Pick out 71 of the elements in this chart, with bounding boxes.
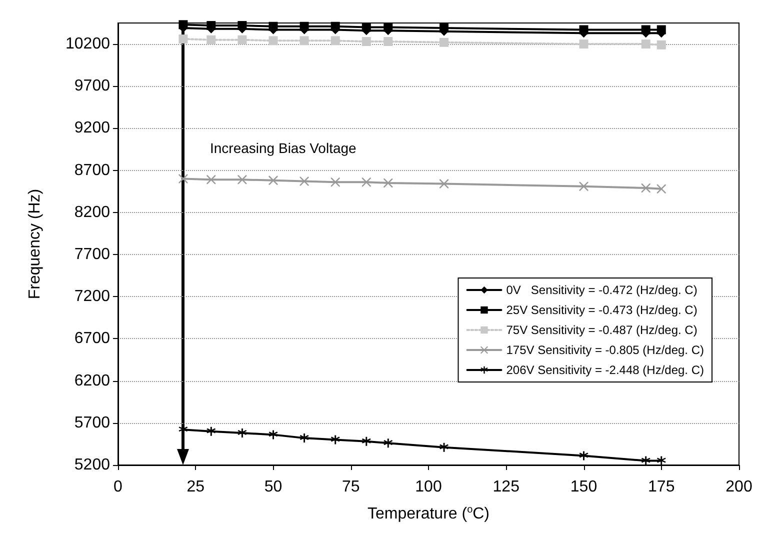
point — [238, 175, 247, 184]
x-tick-label: 25 — [186, 478, 205, 496]
point — [440, 442, 449, 452]
x-tick-label: 50 — [264, 478, 282, 496]
point — [330, 435, 340, 444]
point — [384, 37, 393, 46]
point — [579, 451, 588, 460]
x-tick-label: 75 — [342, 478, 360, 496]
point — [330, 178, 340, 187]
point — [238, 428, 247, 438]
point — [300, 36, 309, 46]
point — [362, 37, 371, 46]
legend-label: 0V Sensitivity = -0.472 (Hz/deg. C) — [506, 283, 698, 297]
x-tick-label: 125 — [492, 478, 520, 496]
point — [579, 25, 588, 34]
point — [440, 179, 449, 188]
point — [656, 40, 666, 50]
y-tick-label: 6200 — [74, 372, 110, 390]
point — [656, 456, 666, 466]
point — [656, 25, 666, 34]
point — [440, 38, 449, 47]
point — [268, 430, 278, 440]
x-tick-label: 200 — [726, 478, 752, 496]
point — [641, 184, 650, 193]
y-tick-label: 5700 — [74, 414, 110, 432]
point — [238, 21, 247, 30]
y-tick-label: 8200 — [74, 204, 110, 221]
x-tick-label: 0 — [114, 478, 123, 496]
legend-label: 25V Sensitivity = -0.473 (Hz/deg. C) — [506, 303, 698, 317]
point — [206, 426, 216, 436]
point — [206, 175, 216, 184]
point — [641, 456, 650, 466]
point — [238, 35, 247, 44]
point — [384, 438, 393, 448]
point — [330, 22, 340, 31]
point — [206, 35, 216, 44]
y-tick-label: 9700 — [74, 78, 110, 95]
legend-label: 175V Sensitivity = -0.805 (Hz/deg. C) — [506, 343, 704, 357]
point — [641, 40, 650, 49]
point — [268, 36, 278, 46]
point — [362, 22, 371, 32]
y-axis-title: Frequency (Hz) — [26, 188, 44, 300]
point — [384, 178, 393, 188]
legend-label: 75V Sensitivity = -0.487 (Hz/deg. C) — [506, 323, 698, 337]
x-tick-label: 175 — [648, 478, 675, 496]
x-tick-label: 150 — [570, 478, 598, 496]
point — [641, 25, 650, 34]
point — [206, 21, 216, 30]
x-tick-label: 100 — [415, 478, 442, 496]
annotation: Increasing Bias Voltage — [210, 140, 357, 156]
y-tick-label: 6700 — [74, 330, 110, 348]
y-tick-label: 8700 — [74, 162, 110, 179]
point — [300, 22, 309, 31]
y-tick-label: 5200 — [74, 456, 110, 474]
point — [330, 36, 340, 46]
point — [178, 20, 188, 30]
point — [384, 22, 393, 32]
y-tick-label: 9200 — [74, 120, 110, 137]
legend-label: 206V Sensitivity = -2.448 (Hz/deg. C) — [506, 363, 704, 377]
point — [440, 24, 449, 33]
point — [268, 176, 278, 185]
point — [656, 184, 666, 194]
point — [362, 436, 371, 446]
point — [579, 40, 588, 49]
point — [362, 178, 371, 187]
y-tick-label: 7200 — [74, 288, 110, 306]
point — [300, 434, 309, 443]
y-tick-label: 10200 — [66, 36, 110, 53]
point — [178, 34, 188, 44]
y-tick-label: 7700 — [74, 246, 110, 264]
point — [268, 22, 278, 31]
